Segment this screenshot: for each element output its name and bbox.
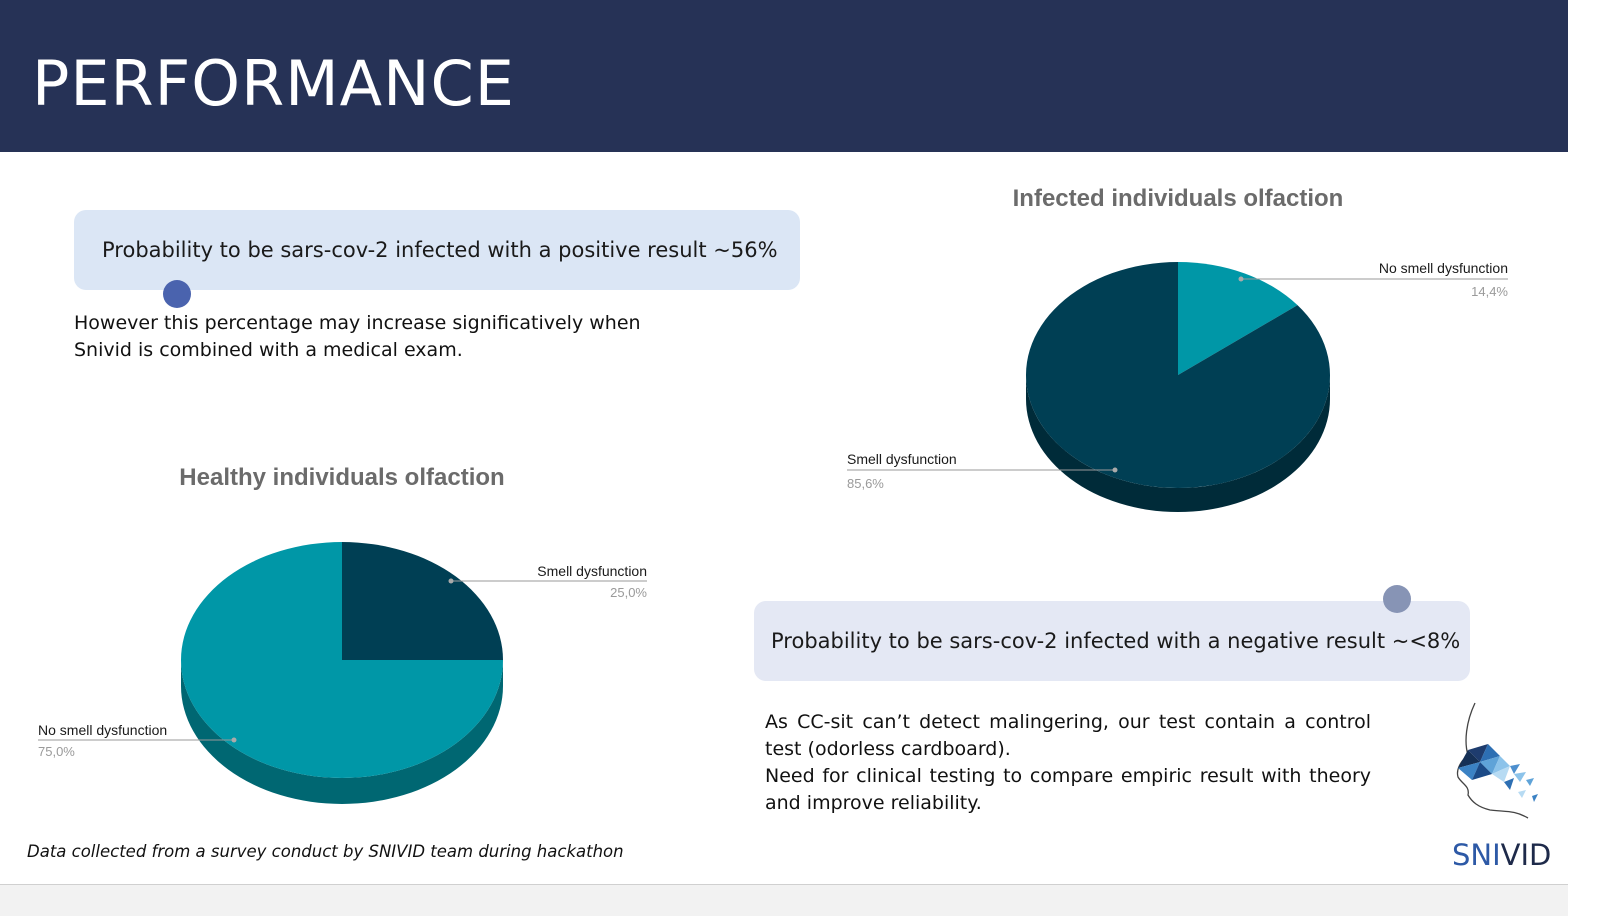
slice-label-smell: Smell dysfunction 25,0%: [448, 563, 647, 600]
decorative-dot-gray: [1383, 585, 1411, 613]
brand-wordmark: SNIVID: [1452, 838, 1551, 872]
positive-result-callout: Probability to be sars-cov-2 infected wi…: [74, 210, 800, 290]
chart-title: Infected individuals olfaction: [1013, 185, 1344, 212]
slide: PERFORMANCE Probability to be sars-cov-2…: [0, 0, 1568, 872]
slice-label: Smell dysfunction: [847, 451, 957, 467]
page-title: PERFORMANCE: [32, 47, 515, 120]
positive-note-line: Snivid is combined with a medical exam.: [74, 339, 463, 361]
pie-slice: [181, 542, 503, 778]
pie-slice: [1178, 262, 1298, 375]
bottom-strip: [0, 884, 1568, 916]
snivid-logo-icon: [1456, 702, 1538, 819]
negative-note-line: As CC-sit can’t detect malingering, our …: [765, 711, 1371, 760]
negative-callout-text: Probability to be sars-cov-2 infected wi…: [771, 629, 1461, 653]
slice-label-smell: Smell dysfunction 85,6%: [847, 451, 1118, 491]
negative-note: As CC-sit can’t detect malingering, our …: [765, 709, 1371, 817]
healthy-olfaction-pie-chart: Healthy individuals olfaction Smell dysf…: [38, 464, 647, 804]
slice-value: 14,4%: [1471, 284, 1508, 299]
negative-note-line: Need for clinical testing to compare emp…: [765, 765, 1371, 814]
pie-slice: [1026, 262, 1330, 488]
positive-callout-text: Probability to be sars-cov-2 infected wi…: [102, 238, 778, 262]
right-gutter: [1568, 0, 1622, 915]
slice-label: No smell dysfunction: [1379, 260, 1508, 276]
pie-slice-side: [181, 660, 503, 804]
slice-label-no-smell: No smell dysfunction 75,0%: [38, 722, 237, 759]
data-source-note: Data collected from a survey conduct by …: [27, 842, 624, 861]
positive-note-line: However this percentage may increase sig…: [74, 312, 641, 334]
decorative-dot-blue: [163, 280, 191, 308]
slice-label-no-smell: No smell dysfunction 14,4%: [1238, 260, 1508, 299]
brand-part-1: SNI: [1452, 838, 1501, 872]
infected-olfaction-pie-chart: Infected individuals olfaction No smell …: [847, 185, 1508, 512]
pie-slices: [181, 542, 503, 804]
pie-slice: [342, 542, 503, 660]
brand-part-2: VID: [1500, 838, 1552, 872]
slice-value: 85,6%: [847, 476, 884, 491]
slice-label: No smell dysfunction: [38, 722, 167, 738]
slice-value: 25,0%: [610, 585, 647, 600]
pie-slice-side: [1026, 375, 1330, 512]
negative-result-callout: Probability to be sars-cov-2 infected wi…: [754, 601, 1470, 681]
slice-value: 75,0%: [38, 744, 75, 759]
pie-slices: [1026, 262, 1330, 512]
positive-note: However this percentage may increase sig…: [74, 310, 694, 364]
chart-title: Healthy individuals olfaction: [179, 464, 504, 491]
header-bar: PERFORMANCE: [0, 0, 1568, 152]
slice-label: Smell dysfunction: [537, 563, 647, 579]
